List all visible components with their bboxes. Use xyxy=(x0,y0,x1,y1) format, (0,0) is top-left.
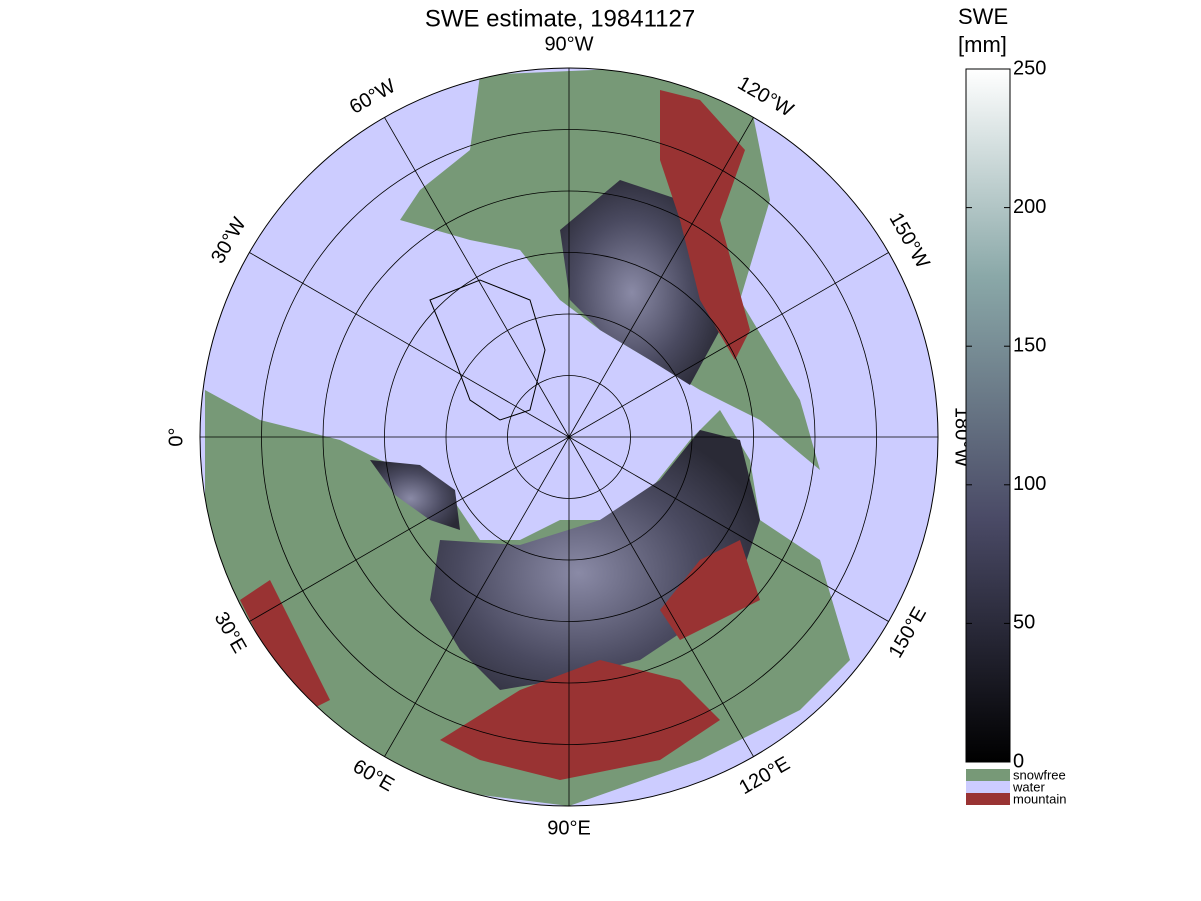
meridian xyxy=(568,252,889,438)
colorbar-title: SWE xyxy=(958,4,1008,29)
mountain-siberia xyxy=(660,540,760,640)
map xyxy=(200,68,938,806)
meridian xyxy=(568,436,889,622)
longitude-label: 90°E xyxy=(547,817,591,839)
mountain-rockies xyxy=(660,90,750,360)
legend-label: water xyxy=(1012,779,1045,794)
colorbar-tick-label: 150 xyxy=(1013,334,1046,356)
longitude-label: 30°W xyxy=(207,214,251,268)
legend-swatch xyxy=(966,793,1010,805)
graticule xyxy=(200,68,938,806)
map-frame xyxy=(199,67,939,807)
meridian xyxy=(568,436,754,757)
meridian xyxy=(384,117,570,438)
meridian xyxy=(384,436,570,757)
title: SWE estimate, 19841127 xyxy=(425,5,695,32)
colorbar-tick-label: 50 xyxy=(1013,612,1035,634)
colorbar-tick-label: 200 xyxy=(1013,196,1046,218)
longitude-label: 0° xyxy=(165,427,187,446)
snow-north-america xyxy=(560,180,720,385)
mountain-asia xyxy=(440,660,720,780)
longitude-label: 90°W xyxy=(544,33,593,55)
longitude-label: 30°E xyxy=(210,608,251,657)
legend-label: mountain xyxy=(1013,791,1066,806)
colorbar-ticks: 0 50 100 150 200 250 xyxy=(966,57,1046,772)
mountain-europe xyxy=(240,580,330,710)
colorbar-title: [mm] xyxy=(958,32,1007,57)
meridian xyxy=(568,117,754,438)
meridian xyxy=(249,436,570,622)
colorbar-tick-label: 0 xyxy=(1013,750,1024,772)
longitude-label: 60°W xyxy=(346,75,400,119)
legend-swatch xyxy=(966,781,1010,793)
meridian xyxy=(249,252,570,438)
colorbar xyxy=(965,68,1011,763)
colorbar-tick-label: 100 xyxy=(1013,473,1046,495)
legend-swatch xyxy=(966,769,1010,781)
greenland xyxy=(429,279,546,421)
longitude-label: 60°E xyxy=(349,755,398,796)
legend-label: snowfree xyxy=(1013,767,1066,782)
colorbar-tick-label: 250 xyxy=(1013,57,1046,79)
